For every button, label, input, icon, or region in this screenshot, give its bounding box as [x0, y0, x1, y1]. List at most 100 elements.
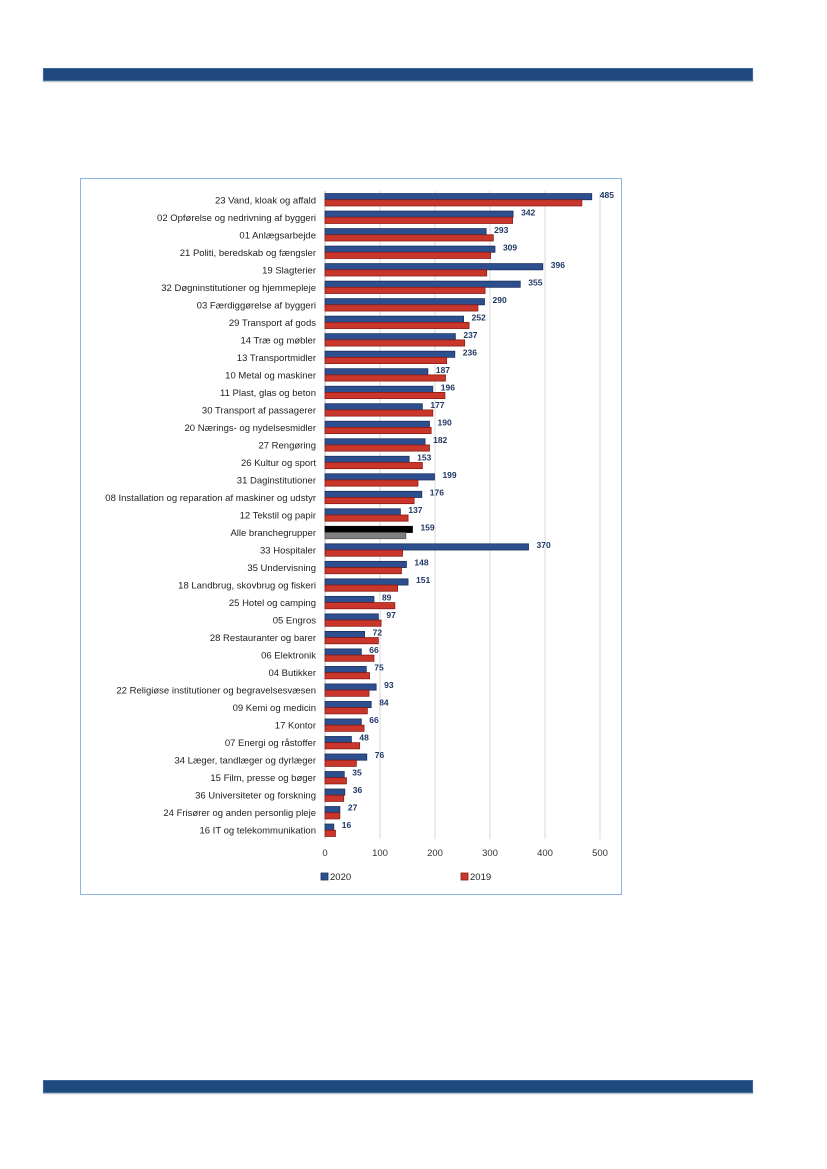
data-label-2020: 182 [433, 435, 447, 445]
bar-2020 [324, 333, 456, 341]
bar-2019 [324, 602, 396, 610]
bar-2020 [324, 438, 426, 446]
bar-2020 [324, 490, 423, 498]
bar-2019 [324, 584, 398, 592]
data-label-2020: 16 [342, 820, 352, 830]
bar-2020 [324, 263, 544, 271]
data-label-2020: 290 [493, 295, 507, 305]
data-label-2020: 27 [348, 803, 358, 813]
bar-2019 [324, 251, 491, 259]
bar-2020 [324, 193, 593, 201]
data-label-2020: 35 [352, 768, 362, 778]
category-label: 10 Metal og maskiner [225, 370, 316, 381]
bar-2019 [324, 549, 403, 557]
data-label-2020: 151 [416, 575, 430, 585]
category-label: 13 Transportmidler [237, 353, 316, 364]
bar-2019 [324, 619, 382, 627]
bar-2020 [324, 630, 365, 638]
chart-canvas: 0 100 200 300 400 500 23 Vand, kloak og affald… [105, 190, 614, 883]
legend-swatch-2020 [320, 872, 329, 881]
data-label-2020: 309 [503, 242, 517, 252]
category-label: 32 Døgninstitutioner og hjemmepleje [161, 283, 316, 294]
bar-2020 [324, 298, 485, 306]
category-label: 02 Opførelse og nedrivning af byggeri [157, 213, 316, 224]
category-label: 18 Landbrug, skovbrug og fiskeri [178, 581, 316, 592]
bar-2020 [324, 578, 409, 586]
data-label-2020: 137 [408, 505, 422, 515]
bar-2019 [324, 234, 494, 242]
category-label: 03 Færdiggørelse af byggeri [197, 300, 316, 311]
category-label: 33 Hospitaler [260, 546, 316, 557]
data-label-2020: 355 [528, 277, 542, 287]
bar-2020 [324, 420, 430, 428]
data-label-2020: 485 [600, 190, 614, 200]
bar-2019 [324, 514, 409, 522]
data-label-2020: 93 [384, 680, 394, 690]
bar-2019 [324, 672, 370, 680]
bar-2019 [324, 392, 446, 400]
legend-label-2019: 2019 [470, 872, 491, 883]
x-tick-label: 400 [537, 848, 553, 859]
data-label-2020: 370 [537, 540, 551, 550]
category-label: 28 Restauranter og barer [210, 633, 316, 644]
bar-2020 [324, 368, 429, 376]
x-tick-label: 100 [372, 848, 388, 859]
bar-2019 [324, 339, 466, 347]
bar-2020 [324, 315, 465, 323]
bar-chart: 0 100 200 300 400 500 23 Vand, kloak og affald… [80, 178, 622, 895]
bar-2020 [324, 683, 377, 691]
data-label-2020: 293 [494, 225, 508, 235]
bar-2020 [324, 788, 346, 796]
data-label-2020: 236 [463, 347, 477, 357]
category-label: 24 Frisører og anden personlig pleje [163, 808, 316, 819]
category-label: 25 Hotel og camping [229, 598, 316, 609]
bar-2019 [324, 654, 375, 662]
x-tick-label: 300 [482, 848, 498, 859]
data-label-2020: 187 [436, 365, 450, 375]
category-label: 06 Elektronik [261, 651, 316, 662]
bar-2020 [324, 648, 362, 656]
data-label-2020: 252 [472, 312, 486, 322]
bar-2020 [324, 613, 379, 621]
bar-2020 [324, 771, 345, 779]
category-label: 04 Butikker [268, 668, 316, 679]
category-label: 20 Nærings- og nydelsesmidler [185, 423, 316, 434]
bar-2019 [324, 497, 415, 505]
category-label: 34 Læger, tandlæger og dyrlæger [174, 756, 316, 767]
bar-2019 [324, 216, 513, 224]
bar-2020 [324, 473, 435, 481]
bar-2019 [324, 479, 419, 487]
bar-2019 [324, 462, 423, 470]
bar-2019 [324, 269, 488, 277]
data-label-2020: 66 [369, 715, 379, 725]
bar-2019 [324, 759, 357, 767]
bar-2020-all-groups [324, 525, 413, 533]
bar-2020 [324, 403, 423, 411]
bar-2019-all-groups [324, 532, 407, 540]
bar-2019 [324, 829, 336, 837]
bar-2019 [324, 427, 432, 435]
category-label: 11 Plast, glas og beton [220, 388, 316, 399]
bar-2020 [324, 210, 514, 218]
data-label-2020: 76 [375, 750, 385, 760]
x-tick-label: 0 [322, 848, 327, 859]
bar-2020 [324, 455, 410, 463]
bar-2019 [324, 199, 583, 207]
category-label: 12 Tekstil og papir [240, 511, 316, 522]
category-label: 26 Kultur og sport [241, 458, 316, 469]
category-label: 14 Træ og møbler [241, 335, 317, 346]
data-label-2020: 159 [420, 523, 434, 533]
bar-2020 [324, 508, 401, 516]
category-label: 27 Rengøring [258, 440, 316, 451]
x-tick-label: 500 [592, 848, 608, 859]
category-label: 22 Religiøse institutioner og begravelse… [116, 686, 316, 697]
bar-2020 [324, 560, 407, 568]
bar-2020 [324, 736, 352, 744]
category-label: 05 Engros [273, 616, 317, 627]
data-label-2020: 153 [417, 452, 431, 462]
category-label: 31 Daginstitutioner [237, 475, 316, 486]
bar-2020 [324, 806, 341, 814]
bar-2020 [324, 385, 434, 393]
data-label-2020: 199 [442, 470, 456, 480]
data-label-2020: 72 [373, 628, 383, 638]
